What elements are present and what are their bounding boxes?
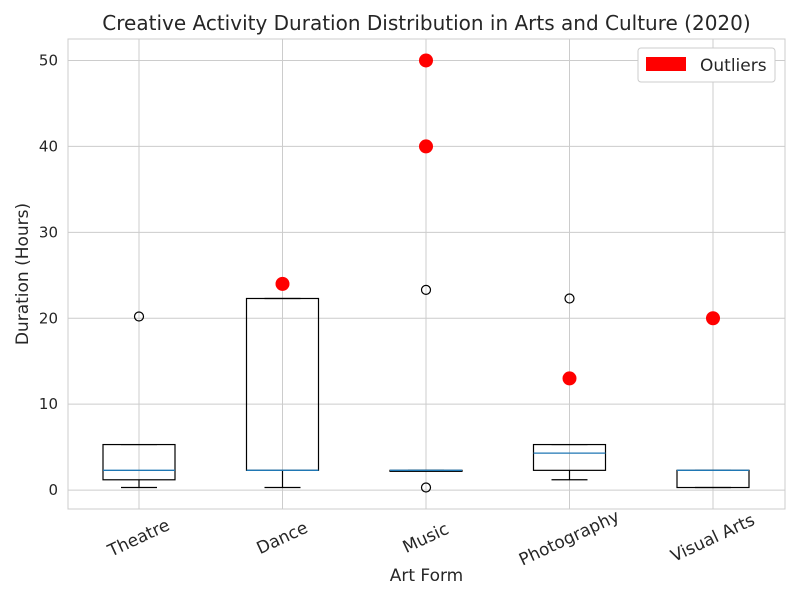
x-tick-label: Dance	[254, 518, 311, 559]
x-axis-label: Art Form	[390, 566, 464, 586]
y-tick-label: 40	[39, 137, 58, 155]
plot-frame	[67, 38, 786, 510]
outlier-point	[706, 311, 720, 326]
marks	[102, 53, 750, 493]
legend: Outliers	[637, 47, 776, 83]
legend-frame	[637, 47, 776, 83]
flier-point	[420, 284, 432, 295]
box-music	[389, 284, 463, 493]
x-tick-label: Visual Arts	[668, 510, 758, 566]
legend-label-outliers: Outliers	[700, 56, 767, 76]
y-tick-label: 30	[39, 223, 58, 241]
x-tick-label: Theatre	[104, 516, 173, 562]
box-theatre	[102, 311, 176, 489]
flier-point	[133, 311, 145, 322]
outlier-point	[275, 276, 290, 291]
x-tick-label: Photography	[516, 507, 623, 571]
outlier-point	[562, 371, 577, 386]
y-tick-label: 10	[39, 395, 58, 413]
grid	[68, 39, 785, 509]
flier-point	[420, 482, 432, 493]
chart-title: Creative Activity Duration Distribution …	[102, 11, 750, 35]
x-tick-label: Music	[400, 519, 452, 558]
box-body	[102, 443, 176, 481]
outlier-point	[419, 53, 433, 68]
legend-swatch-outliers	[646, 57, 686, 71]
y-tick-label: 20	[39, 309, 58, 327]
y-axis-label: Duration (Hours)	[13, 203, 33, 345]
y-ticks: 0 10 20 30 40 50	[39, 51, 58, 499]
box-photography	[532, 293, 607, 481]
box-body	[532, 443, 607, 471]
outlier-point	[419, 139, 433, 154]
y-tick-label: 50	[39, 51, 58, 69]
y-tick-label: 0	[48, 481, 58, 499]
flier-point	[564, 293, 575, 304]
box-visual-arts	[676, 469, 750, 489]
box-dance	[245, 297, 320, 489]
x-ticks: Theatre Dance Music Photography Visual Arts	[104, 507, 758, 571]
